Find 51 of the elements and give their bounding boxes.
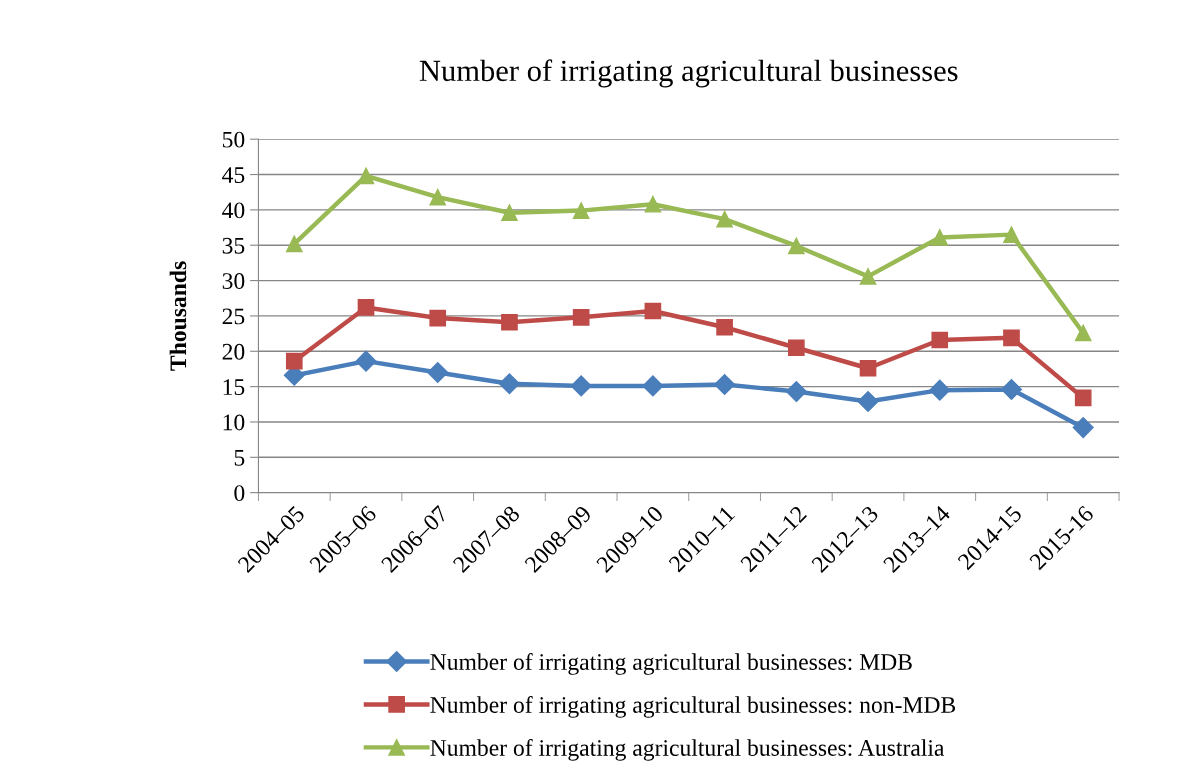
y-tick-label: 45: [222, 167, 245, 183]
point: [1003, 329, 1020, 347]
point: [1003, 226, 1020, 243]
point: [716, 210, 733, 228]
point: [787, 339, 805, 357]
point: [1074, 324, 1092, 342]
y-tick-label: 40: [222, 202, 245, 219]
y-tick-label: 0: [234, 485, 245, 502]
point: [931, 229, 949, 246]
point: [570, 375, 592, 397]
point: [357, 299, 375, 316]
y-axis-title: Thousands: [169, 261, 187, 371]
point: [572, 309, 590, 326]
y-tick-label: 5: [234, 450, 245, 466]
point: [642, 375, 664, 397]
point: [501, 313, 518, 331]
point: [357, 167, 375, 185]
point: [859, 268, 877, 285]
point: [859, 359, 877, 377]
point: [429, 188, 447, 206]
point: [1000, 378, 1022, 400]
point: [572, 202, 590, 219]
legend-label: Number of irrigating agricultural businesses: Australia: [430, 739, 945, 761]
point: [931, 331, 949, 349]
point: [787, 237, 805, 255]
point: [501, 204, 518, 222]
point: [785, 381, 807, 403]
point: [716, 318, 733, 336]
point: [429, 309, 447, 327]
y-tick-label: 30: [222, 273, 245, 290]
point: [285, 352, 303, 370]
chart-title: Number of irrigating agricultural businesses: [419, 59, 958, 88]
point: [714, 373, 736, 396]
point: [644, 302, 662, 320]
legend-label: Number of irrigating agricultural businesses: MDB: [430, 653, 912, 675]
point: [1072, 417, 1094, 439]
point: [929, 379, 951, 401]
y-tick-label: 15: [223, 379, 245, 396]
y-tick-label: 35: [222, 237, 245, 254]
y-tick-label: 50: [223, 131, 245, 148]
point: [285, 235, 303, 253]
y-tick-label: 25: [222, 308, 245, 325]
y-tick-label: 10: [223, 414, 245, 431]
point: [427, 361, 449, 383]
y-tick-label: 20: [222, 343, 245, 360]
point: [498, 373, 520, 395]
legend-label: Number of irrigating agricultural businesses: non-MDB: [430, 696, 956, 718]
point: [857, 390, 879, 412]
point: [355, 350, 377, 372]
point: [1074, 389, 1092, 407]
point: [644, 195, 662, 213]
